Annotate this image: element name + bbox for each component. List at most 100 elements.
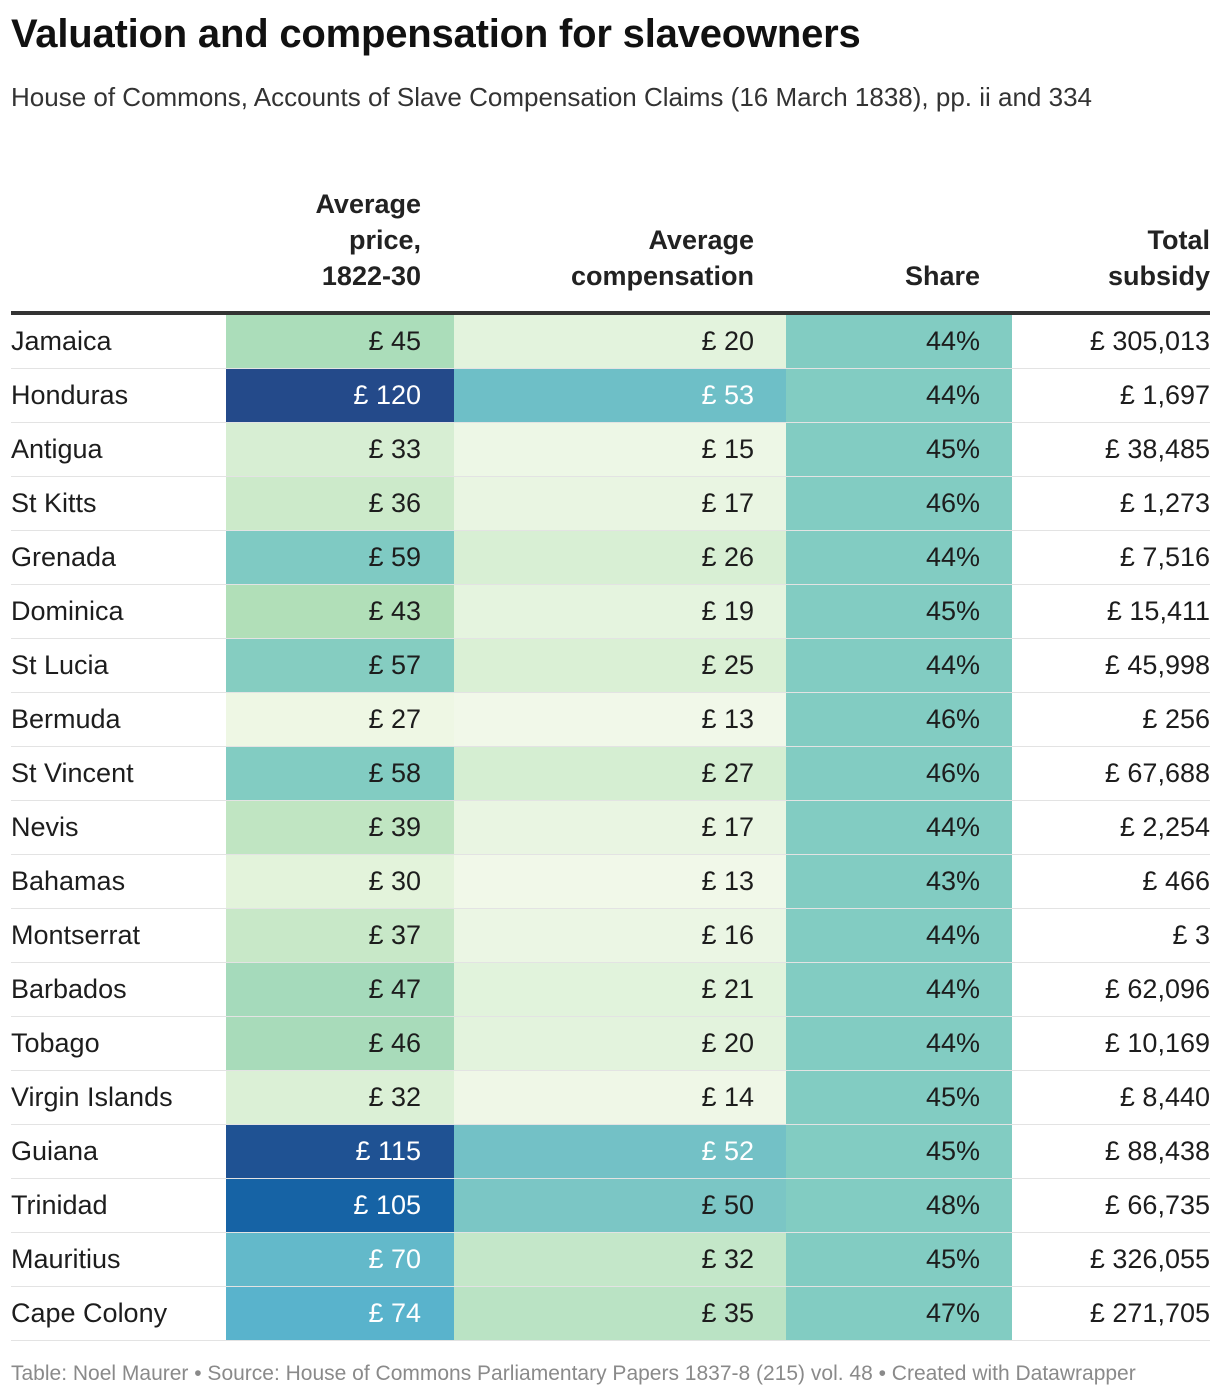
table-row: Cape Colony £ 74 £ 35 47% £ 271,705 — [11, 1286, 1210, 1341]
share-cell: 44% — [786, 530, 1012, 585]
country-cell: Virgin Islands — [11, 1070, 226, 1125]
subsidy-cell: £ 10,169 — [1012, 1016, 1210, 1071]
country-cell: Honduras — [11, 368, 226, 423]
share-cell: 46% — [786, 476, 1012, 531]
compensation-cell: £ 20 — [454, 313, 786, 369]
country-cell: Tobago — [11, 1016, 226, 1071]
country-cell: Guiana — [11, 1124, 226, 1179]
column-header-share[interactable]: Share — [786, 168, 1012, 315]
column-header-subsidy[interactable]: Total subsidy — [1012, 168, 1210, 315]
subsidy-cell: £ 7,516 — [1012, 530, 1210, 585]
subsidy-cell: £ 62,096 — [1012, 962, 1210, 1017]
table-row: Guiana £ 115 £ 52 45% £ 88,438 — [11, 1124, 1210, 1179]
share-cell: 43% — [786, 854, 1012, 909]
compensation-cell: £ 52 — [454, 1124, 786, 1179]
chart-footer: Table: Noel Maurer • Source: House of Co… — [11, 1362, 1136, 1385]
subsidy-cell: £ 88,438 — [1012, 1124, 1210, 1179]
table-row: Honduras £ 120 £ 53 44% £ 1,697 — [11, 368, 1210, 423]
compensation-cell: £ 25 — [454, 638, 786, 693]
price-cell: £ 36 — [226, 476, 454, 531]
compensation-cell: £ 21 — [454, 962, 786, 1017]
share-cell: 44% — [786, 638, 1012, 693]
table-body: Jamaica £ 45 £ 20 44% £ 305,013 Honduras £ 120… — [11, 313, 1210, 1341]
subsidy-cell: £ 15,411 — [1012, 584, 1210, 639]
compensation-cell: £ 50 — [454, 1178, 786, 1233]
price-cell: £ 120 — [226, 368, 454, 423]
column-header-country — [11, 168, 226, 315]
country-cell: Montserrat — [11, 908, 226, 963]
price-cell: £ 43 — [226, 584, 454, 639]
table-row: St Kitts £ 36 £ 17 46% £ 1,273 — [11, 476, 1210, 531]
table-row: Grenada £ 59 £ 26 44% £ 7,516 — [11, 530, 1210, 585]
country-cell: St Lucia — [11, 638, 226, 693]
table-row: Tobago £ 46 £ 20 44% £ 10,169 — [11, 1016, 1210, 1071]
share-cell: 44% — [786, 313, 1012, 369]
table-row: Nevis £ 39 £ 17 44% £ 2,254 — [11, 800, 1210, 855]
table-row: Antigua £ 33 £ 15 45% £ 38,485 — [11, 422, 1210, 477]
compensation-cell: £ 26 — [454, 530, 786, 585]
compensation-cell: £ 20 — [454, 1016, 786, 1071]
price-cell: £ 59 — [226, 530, 454, 585]
table-row: Barbados £ 47 £ 21 44% £ 62,096 — [11, 962, 1210, 1017]
column-header-compensation[interactable]: Average compensation — [454, 168, 786, 315]
share-cell: 46% — [786, 692, 1012, 747]
compensation-cell: £ 13 — [454, 854, 786, 909]
country-cell: Grenada — [11, 530, 226, 585]
share-cell: 46% — [786, 746, 1012, 801]
compensation-table: Average price, 1822-30 Average compensation… — [11, 168, 1210, 1341]
price-cell: £ 57 — [226, 638, 454, 693]
compensation-cell: £ 53 — [454, 368, 786, 423]
table-row: St Vincent £ 58 £ 27 46% £ 67,688 — [11, 746, 1210, 801]
table-row: St Lucia £ 57 £ 25 44% £ 45,998 — [11, 638, 1210, 693]
country-cell: Jamaica — [11, 313, 226, 369]
country-cell: Nevis — [11, 800, 226, 855]
subsidy-cell: £ 67,688 — [1012, 746, 1210, 801]
table-row: Dominica £ 43 £ 19 45% £ 15,411 — [11, 584, 1210, 639]
share-cell: 47% — [786, 1286, 1012, 1341]
table-row: Virgin Islands £ 32 £ 14 45% £ 8,440 — [11, 1070, 1210, 1125]
country-cell: Antigua — [11, 422, 226, 477]
subsidy-cell: £ 45,998 — [1012, 638, 1210, 693]
country-cell: Barbados — [11, 962, 226, 1017]
price-cell: £ 39 — [226, 800, 454, 855]
compensation-cell: £ 17 — [454, 476, 786, 531]
subsidy-cell: £ 326,055 — [1012, 1232, 1210, 1287]
chart-subtitle: House of Commons, Accounts of Slave Comp… — [11, 82, 1092, 112]
table-row: Jamaica £ 45 £ 20 44% £ 305,013 — [11, 313, 1210, 369]
table-row: Bermuda £ 27 £ 13 46% £ 256 — [11, 692, 1210, 747]
subsidy-cell: £ 256 — [1012, 692, 1210, 747]
column-header-price[interactable]: Average price, 1822-30 — [226, 168, 454, 315]
subsidy-cell: £ 1,273 — [1012, 476, 1210, 531]
price-cell: £ 27 — [226, 692, 454, 747]
share-cell: 44% — [786, 1016, 1012, 1071]
price-cell: £ 37 — [226, 908, 454, 963]
subsidy-cell: £ 1,697 — [1012, 368, 1210, 423]
price-cell: £ 47 — [226, 962, 454, 1017]
country-cell: Cape Colony — [11, 1286, 226, 1341]
country-cell: Bahamas — [11, 854, 226, 909]
share-cell: 45% — [786, 584, 1012, 639]
subsidy-cell: £ 305,013 — [1012, 313, 1210, 369]
price-cell: £ 58 — [226, 746, 454, 801]
share-cell: 45% — [786, 422, 1012, 477]
compensation-cell: £ 35 — [454, 1286, 786, 1341]
share-cell: 44% — [786, 908, 1012, 963]
subsidy-cell: £ 3 — [1012, 908, 1210, 963]
price-cell: £ 33 — [226, 422, 454, 477]
share-cell: 45% — [786, 1232, 1012, 1287]
country-cell: St Vincent — [11, 746, 226, 801]
price-cell: £ 45 — [226, 313, 454, 369]
compensation-cell: £ 16 — [454, 908, 786, 963]
compensation-cell: £ 14 — [454, 1070, 786, 1125]
subsidy-cell: £ 2,254 — [1012, 800, 1210, 855]
price-cell: £ 105 — [226, 1178, 454, 1233]
price-cell: £ 30 — [226, 854, 454, 909]
price-cell: £ 46 — [226, 1016, 454, 1071]
share-cell: 48% — [786, 1178, 1012, 1233]
share-cell: 45% — [786, 1124, 1012, 1179]
country-cell: Dominica — [11, 584, 226, 639]
share-cell: 44% — [786, 962, 1012, 1017]
compensation-cell: £ 19 — [454, 584, 786, 639]
subsidy-cell: £ 271,705 — [1012, 1286, 1210, 1341]
compensation-cell: £ 27 — [454, 746, 786, 801]
